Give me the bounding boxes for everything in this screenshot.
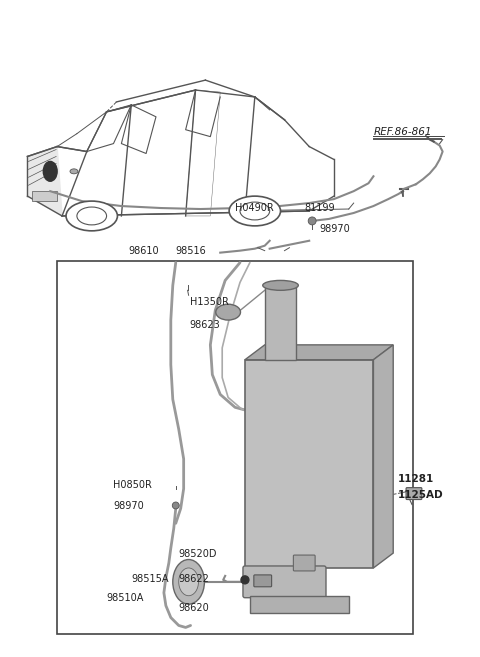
Text: 98516: 98516: [176, 246, 206, 256]
Text: 98622: 98622: [179, 574, 210, 584]
Circle shape: [241, 576, 249, 584]
Text: 81199: 81199: [304, 203, 335, 213]
Ellipse shape: [240, 202, 270, 220]
Text: 1125AD: 1125AD: [398, 489, 444, 499]
Text: H1350R: H1350R: [190, 297, 228, 307]
Text: REF.86-861: REF.86-861: [373, 127, 432, 137]
Polygon shape: [373, 345, 393, 568]
Text: 98510A: 98510A: [107, 593, 144, 602]
Ellipse shape: [263, 281, 298, 290]
Text: 98520D: 98520D: [179, 549, 217, 559]
Polygon shape: [250, 596, 349, 612]
Bar: [33, 191, 57, 201]
FancyBboxPatch shape: [254, 575, 272, 587]
FancyBboxPatch shape: [406, 487, 422, 499]
Text: H0490R: H0490R: [235, 203, 274, 213]
FancyBboxPatch shape: [243, 566, 326, 598]
Ellipse shape: [229, 196, 280, 226]
Text: H0850R: H0850R: [113, 480, 152, 489]
Bar: [57, 261, 413, 635]
Ellipse shape: [172, 502, 179, 509]
Ellipse shape: [216, 304, 240, 320]
Ellipse shape: [179, 568, 199, 596]
Text: 98970: 98970: [113, 501, 144, 512]
FancyBboxPatch shape: [293, 555, 315, 571]
Text: 98623: 98623: [190, 320, 220, 330]
Ellipse shape: [308, 217, 316, 225]
Ellipse shape: [70, 169, 78, 174]
Text: 11281: 11281: [398, 474, 434, 484]
Text: 98970: 98970: [319, 224, 350, 234]
Polygon shape: [245, 345, 393, 360]
Bar: [264, 285, 296, 360]
Bar: [245, 360, 373, 568]
Ellipse shape: [77, 207, 107, 225]
Text: 98515A: 98515A: [131, 574, 169, 584]
Text: 98620: 98620: [179, 602, 209, 612]
Text: 98610: 98610: [128, 246, 159, 256]
Ellipse shape: [173, 560, 204, 604]
Polygon shape: [27, 147, 62, 216]
Ellipse shape: [43, 162, 57, 181]
Ellipse shape: [66, 201, 118, 231]
